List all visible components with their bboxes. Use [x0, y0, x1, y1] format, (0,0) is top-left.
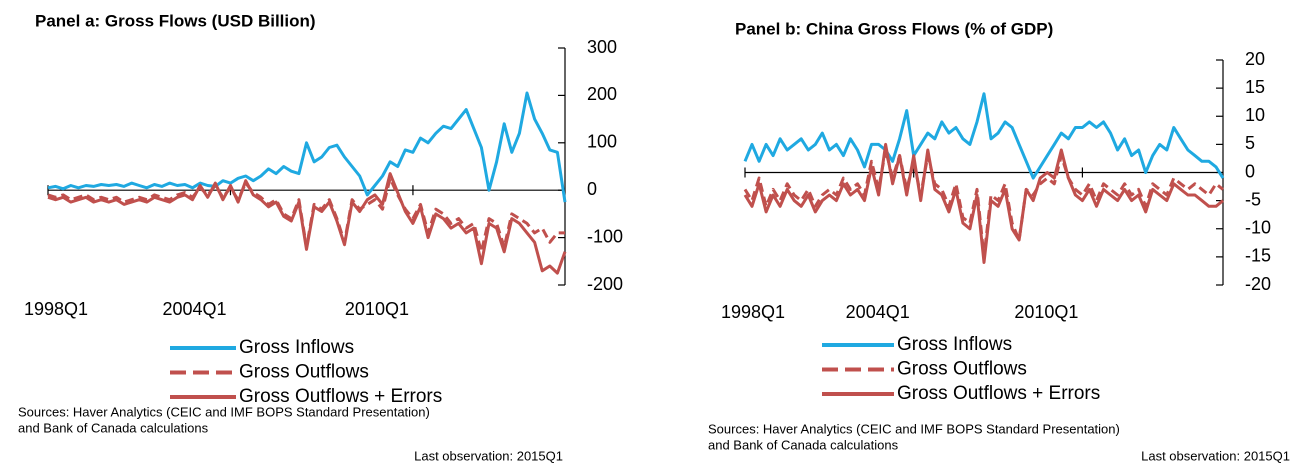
legend-label: Gross Outflows + Errors [897, 383, 1100, 404]
legend-label: Gross Outflows [239, 362, 369, 383]
source-note: Sources: Haver Analytics (CEIC and IMF B… [18, 404, 430, 419]
y-tick-label: 100 [587, 132, 617, 152]
legend-label: Gross Inflows [897, 334, 1012, 355]
y-tick-label: 10 [1245, 105, 1265, 125]
y-tick-label: 200 [587, 84, 617, 104]
x-tick-label: 1998Q1 [721, 302, 785, 322]
series-line [743, 92, 1225, 180]
series-line [47, 172, 567, 275]
y-tick-label: -100 [587, 226, 623, 246]
y-tick-label: -10 [1245, 218, 1271, 238]
source-note: and Bank of Canada calculations [18, 420, 209, 435]
y-tick-label: 20 [1245, 49, 1265, 69]
source-note: and Bank of Canada calculations [708, 437, 899, 452]
series-line [743, 142, 1224, 264]
y-tick-label: -200 [587, 274, 623, 294]
x-tick-label: 2010Q1 [1014, 302, 1078, 322]
y-tick-label: 5 [1245, 133, 1255, 153]
y-tick-label: 0 [587, 179, 597, 199]
legend-label: Gross Outflows + Errors [239, 386, 442, 407]
y-tick-label: 15 [1245, 77, 1265, 97]
x-tick-label: 1998Q1 [24, 299, 88, 319]
x-tick-label: 2004Q1 [162, 299, 226, 319]
y-tick-label: -5 [1245, 189, 1261, 209]
series-line [47, 91, 567, 203]
y-tick-label: -20 [1245, 274, 1271, 294]
chart-title: Panel a: Gross Flows (USD Billion) [35, 11, 316, 30]
y-tick-label: -15 [1245, 246, 1271, 266]
series-line [743, 148, 1224, 259]
chart-title: Panel b: China Gross Flows (% of GDP) [735, 19, 1053, 38]
last-observation: Last observation: 2015Q1 [1141, 448, 1290, 463]
x-tick-label: 2004Q1 [846, 302, 910, 322]
last-observation: Last observation: 2015Q1 [414, 448, 563, 463]
source-note: Sources: Haver Analytics (CEIC and IMF B… [708, 421, 1120, 436]
y-tick-label: 0 [1245, 161, 1255, 181]
x-tick-label: 2010Q1 [345, 299, 409, 319]
y-tick-label: 300 [587, 37, 617, 57]
legend-label: Gross Outflows [897, 359, 1027, 380]
legend-label: Gross Inflows [239, 337, 354, 358]
